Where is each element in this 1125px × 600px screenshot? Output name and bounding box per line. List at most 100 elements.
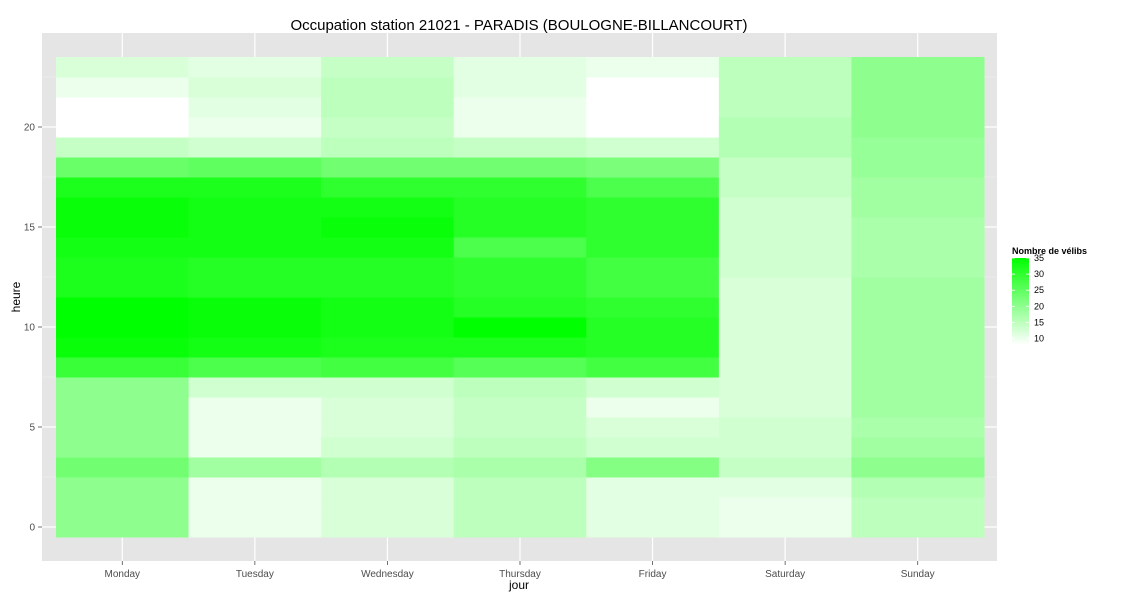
heatmap-cell xyxy=(56,337,190,358)
heatmap-cell xyxy=(718,397,852,418)
heatmap-cell xyxy=(851,497,985,518)
heatmap-cell xyxy=(453,397,587,418)
heatmap-cell xyxy=(321,417,455,438)
heatmap-cell xyxy=(56,517,190,538)
heatmap-cell xyxy=(851,337,985,358)
heatmap-cell xyxy=(718,317,852,338)
heatmap-cell xyxy=(188,137,322,158)
heatmap-cell xyxy=(321,137,455,158)
heatmap-cell xyxy=(586,397,720,418)
heatmap-cell xyxy=(718,437,852,458)
heatmap-cell xyxy=(453,297,587,318)
heatmap-cell xyxy=(321,277,455,298)
heatmap-cell xyxy=(851,377,985,398)
heatmap-cell xyxy=(453,137,587,158)
heatmap-cell xyxy=(851,257,985,278)
heatmap-cell xyxy=(718,277,852,298)
heatmap-cell xyxy=(56,277,190,298)
heatmap-cell xyxy=(321,397,455,418)
heatmap-cell xyxy=(321,117,455,138)
heatmap-cell xyxy=(586,157,720,178)
heatmap-cell xyxy=(453,197,587,218)
heatmap-cell xyxy=(453,417,587,438)
heatmap-cell xyxy=(56,177,190,198)
heatmap-cell xyxy=(321,177,455,198)
heatmap-cell xyxy=(321,77,455,98)
heatmap-cell xyxy=(851,157,985,178)
heatmap-cell xyxy=(188,217,322,238)
heatmap-cell xyxy=(56,57,190,78)
x-tick-label: Monday xyxy=(104,569,140,580)
y-tick-label: 15 xyxy=(24,223,36,234)
heatmap-cell xyxy=(188,97,322,118)
x-tick-label: Tuesday xyxy=(236,569,274,580)
heatmap-cell xyxy=(718,477,852,498)
heatmap-cell xyxy=(453,77,587,98)
heatmap-cell xyxy=(56,457,190,478)
heatmap-cell xyxy=(586,277,720,298)
legend-title: Nombre de vélibs xyxy=(1012,246,1087,256)
heatmap-cell xyxy=(321,217,455,238)
heatmap-cell xyxy=(453,457,587,478)
heatmap-cell xyxy=(586,317,720,338)
heatmap-cell xyxy=(718,57,852,78)
heatmap-cell xyxy=(586,337,720,358)
heatmap-cell xyxy=(718,257,852,278)
heatmap-cell xyxy=(56,157,190,178)
heatmap-cell xyxy=(321,377,455,398)
heatmap-cell xyxy=(56,417,190,438)
heatmap-cell xyxy=(453,217,587,238)
heatmap-cell xyxy=(718,377,852,398)
heatmap-cell xyxy=(586,257,720,278)
heatmap-cell xyxy=(586,497,720,518)
heatmap-cell xyxy=(851,417,985,438)
heatmap-cell xyxy=(586,377,720,398)
legend-tick-label: 10 xyxy=(1034,334,1044,344)
heatmap-cell xyxy=(188,237,322,258)
x-tick-label: Saturday xyxy=(765,569,805,580)
heatmap-cell xyxy=(586,97,720,118)
heatmap-cell xyxy=(453,117,587,138)
heatmap-cell xyxy=(321,477,455,498)
heatmap-cell xyxy=(188,397,322,418)
heatmap-cell xyxy=(321,357,455,378)
heatmap-cell xyxy=(56,217,190,238)
heatmap-cell xyxy=(188,297,322,318)
legend-tick-label: 15 xyxy=(1034,317,1044,327)
y-axis-ticks: 0 5 10 15 20 xyxy=(24,123,42,534)
heatmap-cell xyxy=(188,457,322,478)
heatmap-cell xyxy=(453,157,587,178)
heatmap-cell xyxy=(453,317,587,338)
heatmap-cell xyxy=(453,277,587,298)
heatmap-cell xyxy=(188,77,322,98)
heatmap-cell xyxy=(188,257,322,278)
heatmap-cell xyxy=(851,277,985,298)
heatmap-cell xyxy=(56,137,190,158)
heatmap-cell xyxy=(188,177,322,198)
heatmap-cell xyxy=(321,97,455,118)
heatmap-cell xyxy=(586,437,720,458)
heatmap-cell xyxy=(56,97,190,118)
heatmap-cell xyxy=(718,137,852,158)
heatmap-cell xyxy=(586,457,720,478)
heatmap-cells xyxy=(56,57,985,538)
heatmap-cell xyxy=(851,117,985,138)
heatmap-cell xyxy=(321,57,455,78)
heatmap-cell xyxy=(453,257,587,278)
heatmap-cell xyxy=(321,497,455,518)
y-tick-label: 10 xyxy=(24,323,36,334)
heatmap-cell xyxy=(56,497,190,518)
heatmap-cell xyxy=(718,417,852,438)
heatmap-cell xyxy=(718,457,852,478)
heatmap-cell xyxy=(453,497,587,518)
heatmap-cell xyxy=(56,377,190,398)
heatmap-cell xyxy=(321,437,455,458)
heatmap-cell xyxy=(56,477,190,498)
heatmap-cell xyxy=(188,517,322,538)
heatmap-cell xyxy=(718,357,852,378)
heatmap-cell xyxy=(718,497,852,518)
heatmap-cell xyxy=(453,97,587,118)
heatmap-cell xyxy=(851,97,985,118)
heatmap-cell xyxy=(56,117,190,138)
heatmap-cell xyxy=(851,197,985,218)
